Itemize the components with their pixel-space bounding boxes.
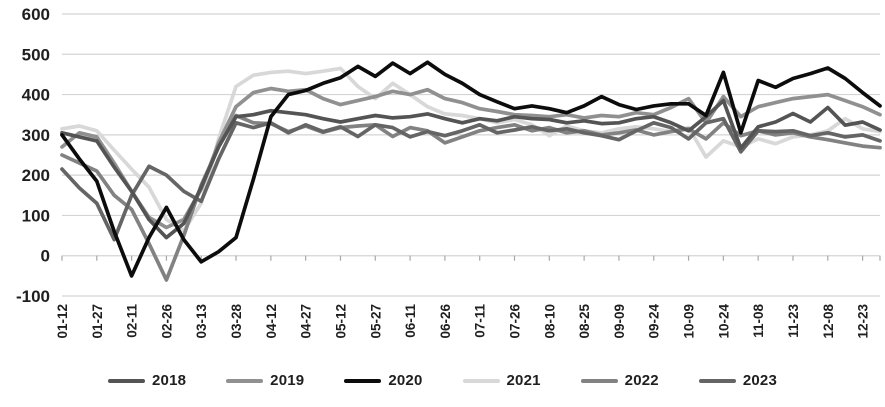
x-axis-tick-label: 01-12 <box>55 304 70 339</box>
y-axis-tick-label: 400 <box>22 86 50 105</box>
legend-label: 2022 <box>624 372 659 389</box>
legend-item-2019: 2019 <box>226 372 304 389</box>
x-axis-tick-label: 02-11 <box>125 304 140 338</box>
y-axis-tick-label: 0 <box>41 247 50 266</box>
x-axis-tick-label: 10-24 <box>716 304 731 339</box>
legend-swatch-2021 <box>462 378 500 383</box>
x-axis-tick-label: 11-08 <box>751 304 766 338</box>
series-line-2019 <box>60 86 882 230</box>
x-axis-tick-label: 04-12 <box>264 304 279 339</box>
legend-label: 2018 <box>151 372 187 389</box>
x-axis-tick-label: 12-23 <box>856 304 871 339</box>
legend-item-2018: 2018 <box>107 372 187 389</box>
legend-swatch-2018 <box>107 378 145 383</box>
x-axis-tick-label: 06-26 <box>438 304 453 339</box>
series-line-2018 <box>60 98 882 240</box>
x-axis-tick-label: 08-10 <box>542 304 557 339</box>
x-axis-tick-label: 12-08 <box>821 304 836 339</box>
x-axis-tick-label: 08-25 <box>577 304 592 339</box>
legend-item-2020: 2020 <box>344 372 422 389</box>
legend-label: 2021 <box>506 372 541 389</box>
x-axis-tick-label: 03-13 <box>194 304 209 339</box>
x-axis-tick-label: 01-27 <box>90 304 105 339</box>
plot-area: 600 500 400 300 200 100 0 -100 01-12 01-27 02-11 02… <box>16 5 882 339</box>
y-axis-tick-label: 300 <box>22 126 50 145</box>
y-axis-tick-label: 500 <box>22 45 50 64</box>
legend-label: 2023 <box>742 372 778 389</box>
x-axis-tick-label: 09-09 <box>612 304 627 339</box>
legend-swatch-2023 <box>698 378 736 383</box>
legend-item-2022: 2022 <box>580 372 659 389</box>
x-axis-tick-label: 04-27 <box>299 304 314 339</box>
legend-swatch-2022 <box>580 378 618 383</box>
x-axis-tick-label: 07-26 <box>508 304 523 339</box>
x-axis-tick-label: 02-26 <box>159 304 174 339</box>
x-axis-tick-label: 03-28 <box>229 304 244 339</box>
legend-label: 2020 <box>388 372 423 389</box>
legend-swatch-2020 <box>344 378 382 383</box>
series-line-2021 <box>60 66 882 233</box>
x-axis-tick-label: 07-11 <box>473 304 488 338</box>
x-axis-tick-label: 05-12 <box>333 304 348 339</box>
y-axis-tick-label: 200 <box>22 166 50 185</box>
series-line-2020 <box>60 60 882 278</box>
legend-swatch-2019 <box>226 378 264 383</box>
legend-label: 2019 <box>270 372 305 389</box>
legend-item-2021: 2021 <box>462 372 541 389</box>
series-line-2023 <box>60 116 882 242</box>
legend: 2018 2019 2020 2021 2022 2023 <box>0 372 885 389</box>
x-axis-tick-label: 11-23 <box>786 304 801 338</box>
x-axis-tick-label: 10-09 <box>682 304 697 339</box>
y-axis-tick-label: 600 <box>22 5 50 24</box>
x-axis-tick-label: 09-24 <box>647 304 662 339</box>
y-axis-tick-label: 100 <box>22 206 50 225</box>
x-axis-tick-label: 05-27 <box>368 304 383 339</box>
legend-item-2023: 2023 <box>698 372 778 389</box>
y-axis-tick-label: -100 <box>16 287 50 306</box>
x-axis-tick-label: 06-11 <box>403 304 418 338</box>
